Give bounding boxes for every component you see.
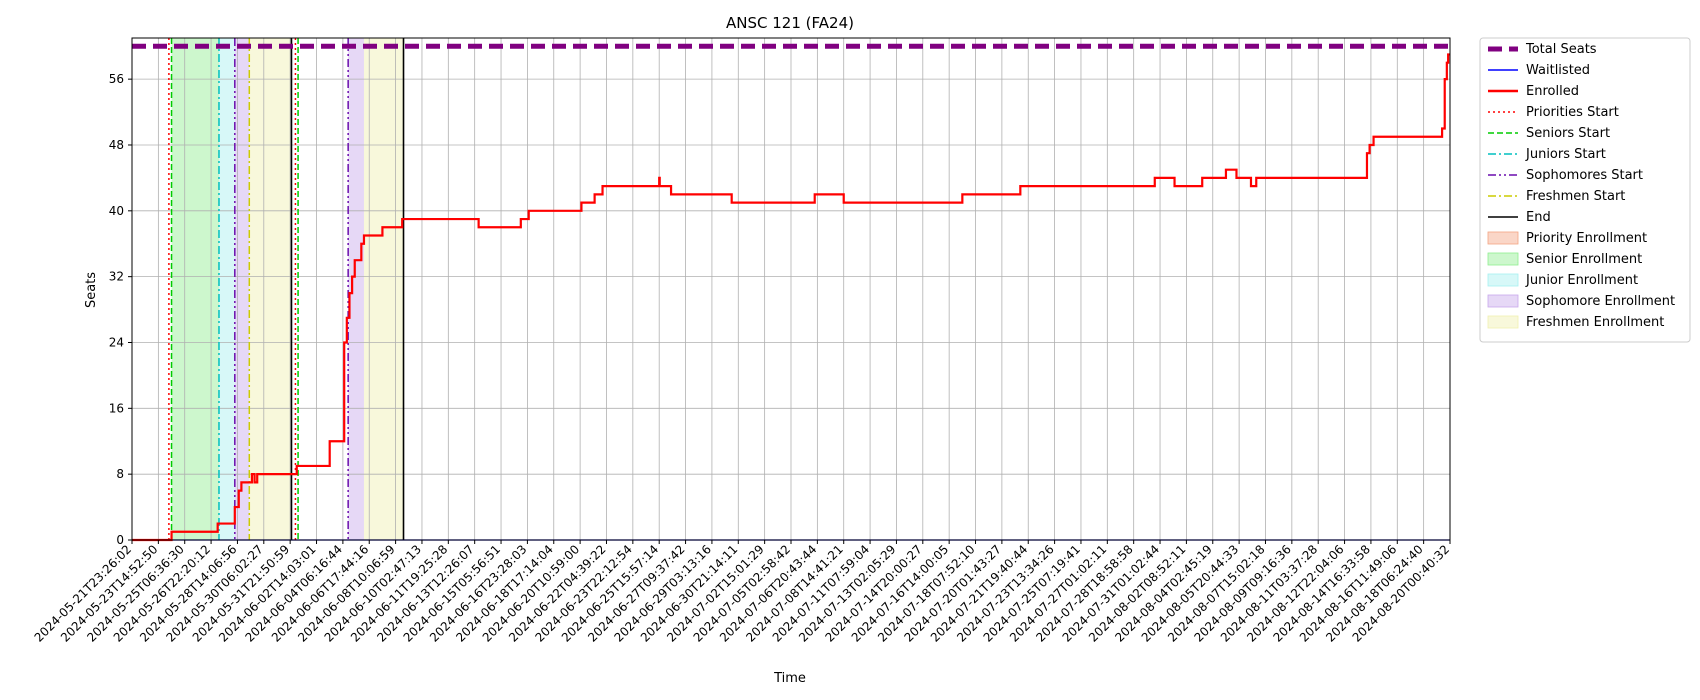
series-enrolled bbox=[132, 53, 1450, 542]
legend-label: Junior Enrollment bbox=[1525, 273, 1638, 288]
legend-swatch bbox=[1487, 273, 1519, 287]
legend-label: Priority Enrollment bbox=[1526, 231, 1647, 246]
y-tick-label: 24 bbox=[109, 335, 124, 349]
legend-label: Freshmen Enrollment bbox=[1526, 315, 1664, 330]
span-sophomore-enrollment bbox=[348, 38, 364, 540]
y-tick-label: 48 bbox=[109, 138, 124, 152]
span-sophomore-enrollment bbox=[234, 38, 250, 540]
y-tick-label: 0 bbox=[116, 533, 124, 547]
legend-label: Sophomores Start bbox=[1526, 168, 1643, 183]
chart-title: ANSC 121 (FA24) bbox=[726, 14, 854, 32]
legend-label: Freshmen Start bbox=[1526, 189, 1625, 204]
y-tick-label: 40 bbox=[109, 204, 124, 218]
legend-label: End bbox=[1526, 210, 1551, 225]
x-axis-label: Time bbox=[773, 671, 806, 686]
legend-swatch bbox=[1487, 294, 1519, 308]
y-tick-label: 32 bbox=[109, 270, 124, 284]
legend-label: Waitlisted bbox=[1526, 63, 1590, 78]
legend-box bbox=[1479, 37, 1691, 343]
legend-swatch bbox=[1487, 252, 1519, 266]
span-freshmen-enrollment bbox=[363, 38, 404, 540]
y-tick-label: 8 bbox=[116, 467, 124, 481]
legend: Total Seats Waitlisted Enrolled Priorities … bbox=[1479, 37, 1691, 343]
legend-label: Senior Enrollment bbox=[1526, 252, 1642, 267]
span-senior-enrollment bbox=[171, 38, 219, 540]
legend-swatch bbox=[1487, 315, 1519, 329]
y-tick-label: 16 bbox=[109, 401, 124, 415]
legend-label: Enrolled bbox=[1526, 84, 1579, 99]
y-tick-label: 56 bbox=[109, 72, 124, 86]
span-junior-enrollment bbox=[218, 38, 235, 540]
legend-swatch bbox=[1487, 231, 1519, 245]
legend-label: Priorities Start bbox=[1526, 105, 1619, 120]
legend-label: Sophomore Enrollment bbox=[1526, 294, 1675, 309]
legend-label: Total Seats bbox=[1525, 42, 1597, 57]
legend-label: Seniors Start bbox=[1526, 126, 1610, 141]
span-freshmen-enrollment bbox=[249, 38, 292, 540]
legend-label: Juniors Start bbox=[1525, 147, 1606, 162]
y-axis-label: Seats bbox=[84, 272, 99, 308]
